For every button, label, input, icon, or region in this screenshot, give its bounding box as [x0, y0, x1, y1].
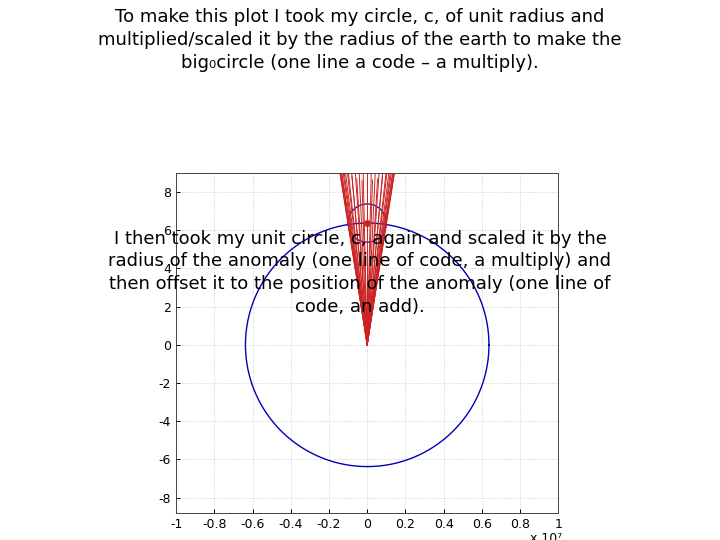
Text: To make this plot I took my circle, c, of unit radius and
multiplied/scaled it b: To make this plot I took my circle, c, o… [98, 8, 622, 72]
Text: x 10⁷: x 10⁷ [530, 532, 562, 540]
Text: I then took my unit circle, c, again and scaled it by the
radius of the anomaly : I then took my unit circle, c, again and… [109, 230, 611, 316]
